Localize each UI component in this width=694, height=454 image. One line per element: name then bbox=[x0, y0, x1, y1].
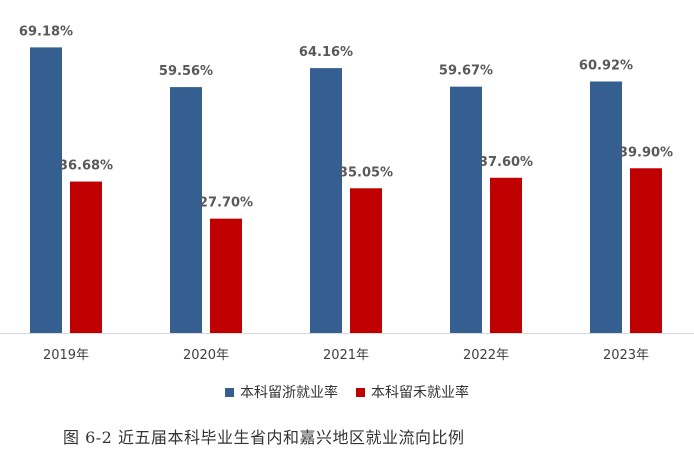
data-label-series-1-2: 59.56% bbox=[159, 64, 213, 79]
legend-swatch-series-1 bbox=[225, 387, 234, 397]
bar-series-1-3 bbox=[310, 68, 342, 334]
data-label-series-2-4: 37.60% bbox=[479, 155, 533, 170]
x-tick-label-3: 2021年 bbox=[323, 348, 369, 363]
data-label-series-1-1: 69.18% bbox=[19, 24, 73, 39]
legend-item-series-2: 本科留禾就业率 bbox=[356, 382, 469, 402]
bar-series-1-1 bbox=[30, 47, 62, 333]
legend-label-series-1: 本科留浙就业率 bbox=[240, 385, 338, 401]
bar-chart: 69.18% 36.68% 2019年 59.56% 27.70% 2020年 64.16%… bbox=[0, 24, 694, 363]
bar-series-1-5 bbox=[590, 81, 622, 333]
bar-series-2-3 bbox=[350, 188, 382, 333]
legend-swatch-series-2 bbox=[356, 387, 365, 397]
data-label-series-2-2: 27.70% bbox=[199, 196, 253, 211]
data-label-series-2-3: 35.05% bbox=[339, 165, 393, 180]
legend-label-series-2: 本科留禾就业率 bbox=[371, 385, 469, 401]
data-label-series-1-3: 64.16% bbox=[299, 45, 353, 60]
x-tick-label-2: 2020年 bbox=[183, 348, 229, 363]
bar-series-2-1 bbox=[70, 181, 102, 333]
bar-series-2-5 bbox=[630, 168, 662, 333]
bar-series-2-2 bbox=[210, 218, 242, 333]
bar-series-1-2 bbox=[170, 87, 202, 333]
x-tick-label-5: 2023年 bbox=[603, 348, 649, 363]
data-label-series-2-5: 39.90% bbox=[619, 145, 673, 160]
data-label-series-1-5: 60.92% bbox=[579, 58, 633, 73]
figure-caption: 图 6-2 近五届本科毕业生省内和嘉兴地区就业流向比例 bbox=[63, 428, 465, 447]
x-tick-label-1: 2019年 bbox=[43, 348, 89, 363]
x-tick-label-4: 2022年 bbox=[463, 348, 509, 363]
legend-item-series-1: 本科留浙就业率 bbox=[225, 382, 338, 402]
chart-legend: 本科留浙就业率 本科留禾就业率 bbox=[0, 382, 694, 402]
bar-series-2-4 bbox=[490, 177, 522, 333]
data-label-series-2-1: 36.68% bbox=[59, 159, 113, 174]
data-label-series-1-4: 59.67% bbox=[439, 64, 493, 79]
bar-series-1-4 bbox=[450, 86, 482, 334]
